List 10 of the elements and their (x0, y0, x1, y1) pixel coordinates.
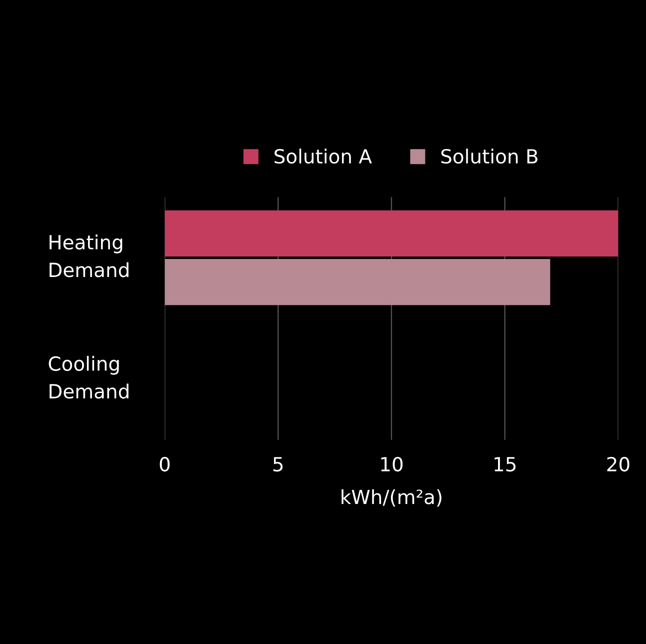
x-tick-label: 0 (160, 456, 170, 472)
x-axis-title: kWh/(m²a) (342, 489, 442, 507)
y-tick-label: Heating Demand (50, 234, 128, 278)
x-tick-label: 15 (494, 457, 516, 472)
legend-label: Solution A (274, 148, 372, 164)
legend-label: Solution B (441, 148, 538, 164)
x-tick-label: 20 (607, 456, 630, 472)
x-tick-label: 5 (273, 457, 283, 472)
x-tick-label: 10 (381, 456, 403, 472)
y-tick-label: Cooling Demand (48, 356, 128, 399)
